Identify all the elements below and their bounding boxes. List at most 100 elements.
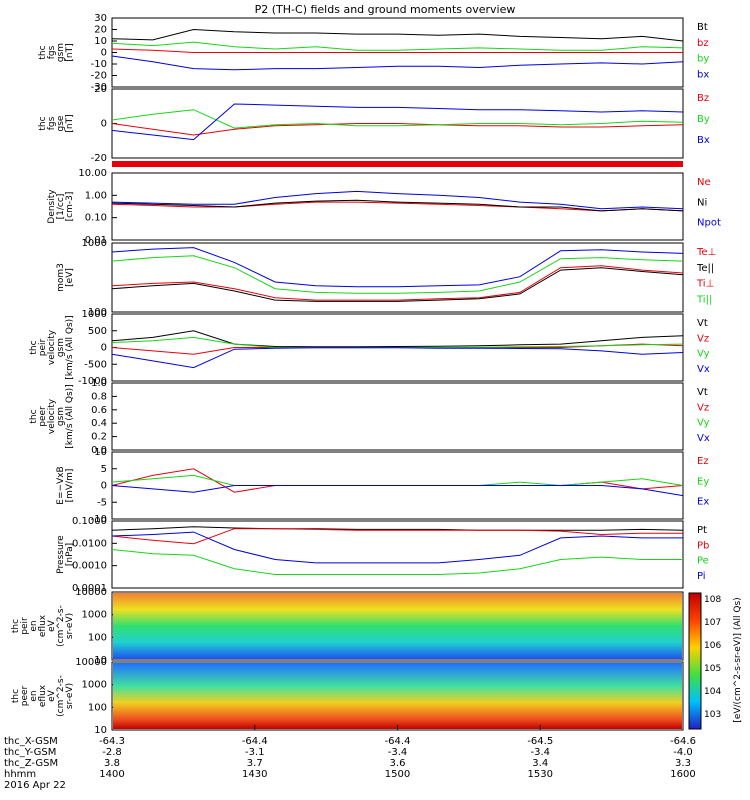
x-tick-label: 3.8 — [104, 758, 120, 769]
y-tick-label: -1000 — [78, 376, 107, 387]
x-tick-label: 3.3 — [675, 758, 691, 769]
panel-frame — [111, 382, 684, 451]
x-row-label: thc_Y-GSM — [4, 747, 56, 758]
legend-entry: Bx — [697, 135, 710, 146]
y-axis-label: thc — [11, 689, 21, 703]
y-tick-label: 0 — [101, 481, 107, 492]
y-axis-label: gsm — [56, 43, 66, 62]
y-tick-label: 1000 — [82, 680, 107, 691]
series-Ez — [111, 468, 684, 493]
y-tick-label: -30 — [91, 82, 107, 93]
y-axis-label: peir — [20, 617, 30, 635]
panel-frame — [111, 520, 684, 589]
y-axis-label: peer — [38, 406, 48, 427]
y-tick-label: 0 — [101, 119, 107, 130]
x-row-label: hhmm — [4, 769, 36, 780]
y-tick-label: 0.0100 — [72, 538, 107, 549]
y-tick-label: 10.00 — [78, 168, 107, 179]
y-tick-label: -20 — [91, 71, 107, 82]
legend-entry: Vz — [697, 333, 709, 344]
y-axis-label: [nT] — [65, 43, 75, 61]
series-Ti|| — [111, 255, 684, 294]
y-axis-label: thc — [38, 116, 48, 130]
y-axis-label: mom3 — [56, 263, 66, 292]
panel-peer-velocity: 1.0 0.8 0.6 0.4 0.2 0.0 thc peer velocity gsm [km/… — [29, 378, 710, 456]
y-tick-label: 100 — [88, 632, 107, 643]
y-axis-label: [km/s (All Qs)] — [65, 384, 75, 448]
y-tick-label: 0.10 — [85, 213, 107, 224]
series-Vx — [111, 347, 684, 369]
y-axis-label: gse — [56, 115, 66, 131]
legend-entry: Vy — [697, 418, 710, 429]
colorbar-unit: [eV/(cm^2-s-sr-eV)] (All Qs) — [733, 597, 743, 722]
series-By — [111, 109, 684, 129]
panel-peer-spec: 10000 1000 100 10 thc peer en eflux eV (cm^2-s-sr… — [11, 657, 684, 736]
x-tick-label: 1400 — [99, 769, 124, 780]
y-tick-label: 100 — [88, 307, 107, 318]
legend-entry: by — [697, 54, 709, 65]
panel-peir-velocity: 1000 500 0 -500 -1000 thc peir velocity gsm [km/s… — [29, 309, 710, 387]
x-tick-label: 3.6 — [390, 758, 406, 769]
y-axis-label: [km/s (All Qs)] — [65, 315, 75, 379]
series-Ni — [111, 199, 684, 212]
x-tick-label: 1500 — [385, 769, 410, 780]
y-axis-label: (cm^2-s- — [56, 605, 66, 647]
y-tick-label: 5 — [101, 464, 107, 475]
y-tick-label: 0 — [101, 48, 107, 59]
y-axis-label: en — [29, 690, 39, 701]
panel-frame — [111, 242, 684, 313]
colorbar-tick-label: 108 — [704, 595, 721, 605]
y-tick-label: 10 — [94, 655, 107, 666]
x-tick-label: 3.7 — [247, 758, 263, 769]
series-Te⊥ — [111, 265, 684, 301]
x-tick-label: -3.4 — [530, 747, 550, 758]
legend-entry: Ex — [697, 497, 709, 508]
y-axis-label: [1/cc] — [56, 194, 66, 220]
y-axis-label: peer — [20, 685, 30, 706]
x-tick-label: -64.4 — [385, 736, 411, 747]
series-Pb — [111, 528, 683, 545]
legend-entry: By — [697, 114, 710, 125]
legend-entry: bx — [697, 69, 709, 80]
y-axis-label: sr-eV) — [65, 683, 75, 709]
legend-entry: Pi — [697, 571, 706, 582]
y-axis-label: peir — [38, 338, 48, 356]
y-tick-label: 1000 — [82, 309, 107, 320]
y-tick-label: 10000 — [75, 657, 107, 668]
legend-entry: Pb — [697, 540, 709, 551]
legend-entry: Pe — [697, 556, 709, 567]
legend-entry: Vy — [697, 349, 710, 360]
x-tick-label: 1430 — [242, 769, 267, 780]
panel-density: 10.00 1.00 0.10 0.01 Density [1/cc] [cm-3] Ne Ni… — [47, 168, 721, 246]
y-axis-label: fgs — [47, 116, 57, 130]
legend-entry: Vx — [697, 364, 710, 375]
y-tick-label: 1000 — [82, 238, 107, 249]
panel-efield: 10 5 0 -5 -10 E=−VxB [mV/m] Ez Ey Ex — [56, 447, 709, 525]
colorbar-tick-label: 107 — [704, 618, 721, 628]
panel-frame — [111, 591, 684, 661]
legend-entry: Vt — [697, 318, 708, 329]
y-axis-label: thc — [11, 619, 21, 633]
x-row-label: thc_Z-GSM — [4, 758, 58, 769]
x-tick-label: -4.0 — [673, 747, 693, 758]
y-tick-label: 0.0010 — [72, 561, 107, 572]
y-axis-label: [nT] — [65, 114, 75, 132]
y-axis-label: [cm-3] — [65, 192, 75, 222]
panel-pressure: 0.1000 0.0100 0.0010 0.0001 Pressure [nPa] Pt P… — [56, 516, 709, 594]
y-tick-label: 10 — [94, 36, 107, 47]
spectrogram-ion — [113, 593, 682, 659]
y-tick-label: 0.6 — [91, 405, 107, 416]
colorbar-tick-label: 103 — [704, 710, 721, 720]
y-axis-label: sr-eV) — [65, 613, 75, 639]
y-tick-label: 0.01 — [85, 235, 107, 246]
legend-entry: Ey — [697, 476, 709, 487]
series-Bz — [111, 123, 684, 136]
y-tick-label: 10 — [94, 447, 107, 458]
y-tick-label: -5 — [97, 497, 107, 508]
x-tick-label: -3.4 — [388, 747, 408, 758]
x-tick-label: -64.5 — [527, 736, 553, 747]
series-bz — [111, 48, 683, 53]
y-tick-label: -20 — [91, 153, 107, 164]
